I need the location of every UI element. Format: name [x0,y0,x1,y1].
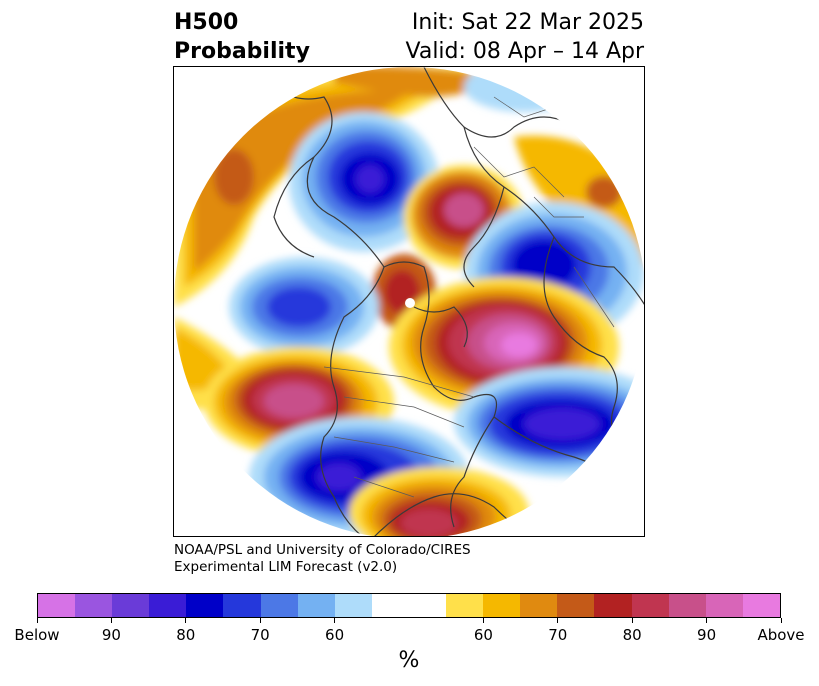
colorbar-tick-mark [780,618,782,623]
colorbar-tick-mark [110,618,112,623]
colorbar-segment [223,594,261,617]
colorbar-segment [149,594,187,617]
colorbar-tick-label: 80 [622,626,642,644]
title-variable-field: H500 Probability [174,8,310,66]
colorbar-tick-label: 90 [697,626,717,644]
colorbar-unit: % [398,648,420,673]
colorbar-tick-label: 60 [325,626,345,644]
credit: NOAA/PSL and University of Colorado/CIRE… [174,542,471,576]
colorbar-tick-label: 90 [101,626,121,644]
political-borders [323,96,615,498]
probability-map [173,66,645,537]
colorbar-tick-mark [185,618,187,623]
colorbar-segment [297,594,335,617]
colorbar-segment [334,594,372,617]
colorbar-tick-mark [631,618,633,623]
polar-projection-map [174,67,644,536]
colorbar-segment [520,594,558,617]
title-dates: Init: Sat 22 Mar 2025 Valid: 08 Apr – 14… [406,8,645,66]
colorbar-segment [594,594,632,617]
colorbar-segment [705,594,743,617]
probability-contours [174,67,644,536]
colorbar-segment [186,594,224,617]
colorbar-tick-mark [557,618,559,623]
colorbar-tick-label: 70 [548,626,568,644]
colorbar-segment [75,594,113,617]
title-field: Probability [174,39,310,64]
colorbar-tick-label: Above [757,626,805,644]
colorbar-tick-label: Below [14,626,60,644]
colorbar-tick-mark [334,618,336,623]
credit-line-1: NOAA/PSL and University of Colorado/CIRE… [174,542,471,558]
colorbar-segment [371,594,447,617]
title-variable: H500 [174,10,239,35]
colorbar-tick-mark [259,618,261,623]
credit-line-2: Experimental LIM Forecast (v2.0) [174,559,398,575]
colorbar [37,593,781,618]
colorbar-segment [38,594,76,617]
colorbar-segment [483,594,521,617]
colorbar-tick-label: 70 [250,626,270,644]
init-date: Init: Sat 22 Mar 2025 [411,10,644,35]
valid-range: Valid: 08 Apr – 14 Apr [405,39,645,64]
colorbar-tick-mark [36,618,38,623]
colorbar-segment [668,594,706,617]
colorbar-segment [631,594,669,617]
colorbar-segment [742,594,780,617]
colorbar-tick-label: 60 [473,626,493,644]
colorbar-segment [446,594,484,617]
colorbar-tick-label: 80 [176,626,196,644]
colorbar-segment [260,594,298,617]
colorbar-segment [557,594,595,617]
colorbar-tick-mark [482,618,484,623]
colorbar-tick-mark [706,618,708,623]
colorbar-segment [112,594,150,617]
